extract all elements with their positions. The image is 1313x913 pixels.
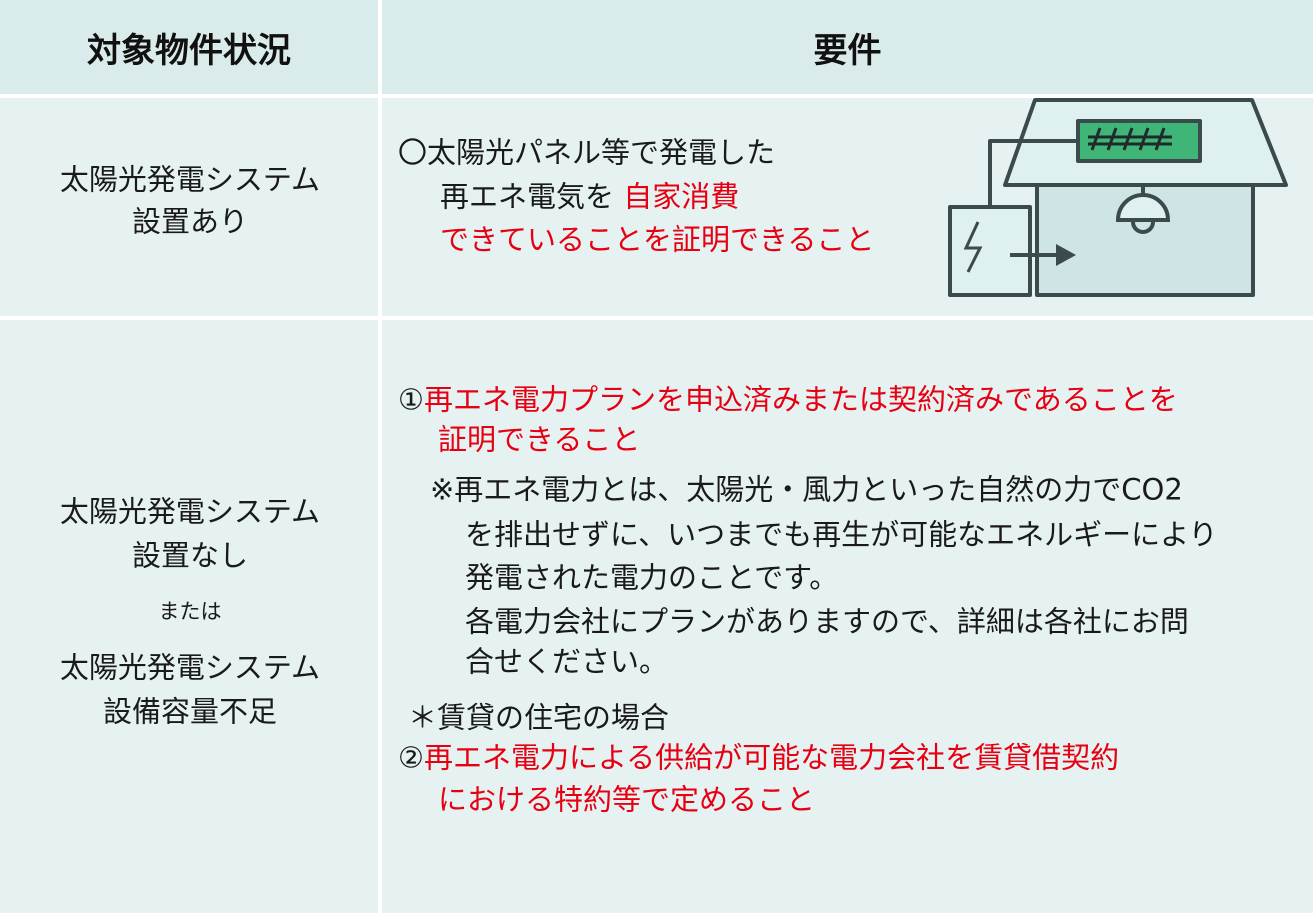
requirement-text: 合せください。 <box>465 644 669 679</box>
situation-text: 太陽光発電システム <box>59 650 321 685</box>
header-cell: 要件 <box>382 0 1313 94</box>
requirement-line: 各電力会社にプランがありますので、詳細は各社にお問 <box>465 604 1189 639</box>
requirement-text: 発電された電力のことです。 <box>465 560 839 595</box>
requirement-text: 証明できること <box>438 422 641 457</box>
requirement-line: ＊賃貸の住宅の場合 <box>408 700 670 735</box>
requirement-text: 各電力会社にプランがありますので、詳細は各社にお問 <box>465 604 1189 639</box>
requirement-text: 再エネ電力プランを申込済みまたは契約済みであることを <box>424 382 1178 417</box>
requirement-line: ①再エネ電力プランを申込済みまたは契約済みであることを <box>398 382 1178 417</box>
requirement-text: ① <box>398 382 424 417</box>
requirement-text: ② <box>398 740 424 775</box>
requirement-text: ＊賃貸の住宅の場合 <box>408 700 670 735</box>
requirement-text: における特約等で定めること <box>438 782 816 817</box>
requirement-line: できていることを証明できること <box>440 222 875 257</box>
requirement-text: 再エネ電気を <box>440 179 624 214</box>
requirement-text: を排出せずに、いつまでも再生が可能なエネルギーにより <box>465 517 1218 552</box>
requirement-text: ※再エネ電力とは、太陽光・風力といった自然の力でCO2 <box>430 472 1183 507</box>
requirement-line: を排出せずに、いつまでも再生が可能なエネルギーにより <box>465 517 1218 552</box>
requirement-line: における特約等で定めること <box>438 782 816 817</box>
requirement-line: 再エネ電気を 自家消費 <box>440 179 740 214</box>
requirement-text: 自家消費 <box>623 179 740 214</box>
header-cell: 対象物件状況 <box>0 0 378 94</box>
header-text: 対象物件状況 <box>87 30 291 71</box>
situation-text: 設備容量不足 <box>102 694 278 729</box>
situation-text: 設置なし <box>131 538 249 573</box>
requirement-line: 発電された電力のことです。 <box>465 560 839 595</box>
requirement-text: 〇太陽光パネル等で発電した <box>398 135 776 170</box>
requirement-line: 証明できること <box>438 422 641 457</box>
table-cell <box>0 98 378 316</box>
situation-text: 設置あり <box>131 204 249 239</box>
requirement-line: ②再エネ電力による供給が可能な電力会社を賃貸借契約 <box>398 740 1120 775</box>
requirement-text: 再エネ電力による供給が可能な電力会社を賃貸借契約 <box>424 740 1120 775</box>
table-cell <box>382 320 1313 913</box>
requirement-line: 〇太陽光パネル等で発電した <box>398 135 776 170</box>
header-text: 要件 <box>813 30 882 71</box>
requirement-text: できていることを証明できること <box>440 222 875 257</box>
situation-text: 太陽光発電システム <box>59 494 321 529</box>
requirement-line: 合せください。 <box>465 644 669 679</box>
situation-text: 太陽光発電システム <box>59 162 321 197</box>
table-cell <box>0 320 378 913</box>
situation-text: または <box>158 599 222 624</box>
requirement-line: ※再エネ電力とは、太陽光・風力といった自然の力でCO2 <box>430 472 1183 507</box>
